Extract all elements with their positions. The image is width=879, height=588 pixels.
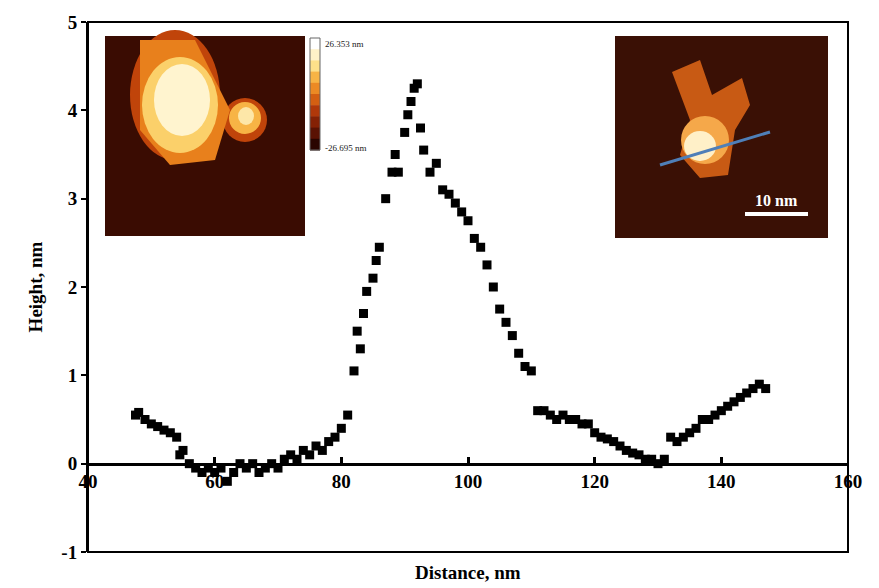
svg-text:10 nm: 10 nm [755, 192, 798, 209]
svg-text:5: 5 [68, 12, 78, 33]
svg-text:80: 80 [332, 471, 351, 492]
svg-text:26.353 nm: 26.353 nm [325, 39, 364, 49]
svg-text:140: 140 [707, 471, 736, 492]
svg-text:1: 1 [68, 365, 78, 386]
svg-text:0: 0 [68, 453, 78, 474]
svg-text:40: 40 [79, 471, 98, 492]
svg-text:160: 160 [834, 471, 863, 492]
svg-text:-26.695 nm: -26.695 nm [325, 143, 367, 153]
svg-text:-1: -1 [61, 542, 77, 563]
svg-text:4: 4 [68, 100, 78, 121]
svg-text:2: 2 [68, 277, 78, 298]
svg-text:60: 60 [205, 471, 224, 492]
svg-text:3: 3 [68, 188, 78, 209]
svg-text:120: 120 [580, 471, 609, 492]
svg-text:Distance, nm: Distance, nm [415, 562, 521, 583]
svg-text:100: 100 [454, 471, 483, 492]
svg-text:Height, nm: Height, nm [25, 241, 46, 332]
